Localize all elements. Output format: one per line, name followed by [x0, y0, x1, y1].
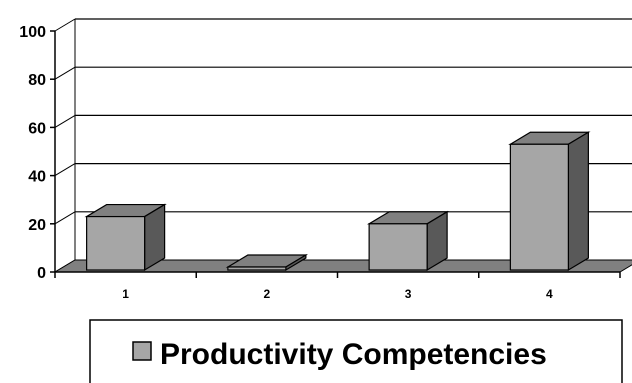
x-tick-label: 2: [264, 287, 271, 301]
gridline-connector: [54, 211, 76, 225]
legend-label: Productivity Competencies: [160, 338, 547, 371]
y-tick-label: 100: [19, 24, 46, 41]
x-tick-label: 1: [122, 287, 129, 301]
bar: [225, 253, 309, 272]
y-tick-label: 40: [28, 169, 46, 186]
x-axis: 1 2 3 4: [54, 271, 621, 301]
bar-front-face: [509, 143, 569, 271]
bar: [84, 203, 167, 272]
gridline-connector: [54, 114, 76, 128]
bar-side-face: [567, 131, 589, 272]
bar: [508, 131, 591, 272]
y-tick-label: 0: [37, 265, 46, 282]
bar-front-face: [227, 266, 287, 271]
legend-swatch: [132, 341, 152, 361]
y-tick-label: 60: [28, 120, 46, 137]
y-axis: 0 20 40 60 80 100: [19, 24, 56, 282]
x-tick-label: 4: [546, 287, 553, 301]
bar-front-face: [86, 215, 146, 271]
bar-side-face: [144, 203, 166, 272]
gridline-connector: [54, 18, 76, 32]
bar-front-face: [368, 223, 428, 271]
x-tick-label: 3: [405, 287, 412, 301]
legend: Productivity Competencies: [89, 319, 623, 383]
legend-box: [89, 319, 623, 383]
gridline-connector: [54, 66, 76, 80]
y-tick-label: 20: [28, 217, 46, 234]
gridline-connector: [54, 163, 76, 177]
bar-series: [84, 131, 591, 272]
bar: [366, 210, 450, 272]
y-tick-label: 80: [28, 72, 46, 89]
